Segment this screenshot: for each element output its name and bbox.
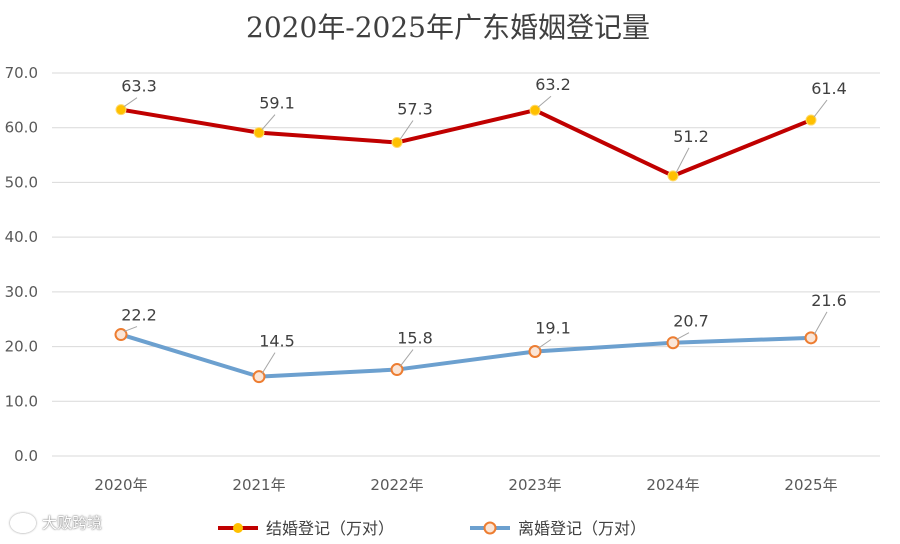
label-leader [399,349,414,367]
data-label: 63.2 [535,75,571,94]
y-tick-label: 30.0 [5,283,38,301]
data-label: 21.6 [811,291,847,310]
label-leader [123,326,138,333]
data-point [115,104,127,116]
data-label: 63.3 [121,77,157,96]
data-point [667,170,679,182]
label-leader [813,99,828,118]
label-leader [537,339,552,349]
data-label: 51.2 [673,127,709,146]
watermark-text: 大败跨境 [42,514,103,532]
y-tick-label: 40.0 [5,228,38,246]
data-point [666,336,680,350]
y-tick-label: 50.0 [5,173,38,191]
legend-marker [483,521,497,535]
data-label: 20.7 [673,312,709,331]
legend: 结婚登记（万对） 离婚登记（万对） [218,519,646,538]
y-tick-label: 20.0 [5,338,38,356]
data-labels: 63.3 59.1 57.3 63.2 51.2 61.4 22.2 14.5 15.8 19.1… [121,75,847,350]
series-layer [114,104,818,384]
data-point [114,328,128,342]
data-point [804,331,818,345]
label-leader [537,95,552,108]
x-tick-label: 2024年 [646,476,699,494]
y-tick-label: 0.0 [14,447,38,465]
legend-label: 离婚登记（万对） [518,519,646,538]
chart-title: 2020年-2025年广东婚姻登记量 [246,11,650,44]
watermark: 大败跨境 [10,512,102,533]
data-label: 22.2 [121,306,157,325]
data-label: 15.8 [397,329,433,348]
gridlines [52,72,880,457]
label-leader [261,114,276,130]
data-point [805,114,817,126]
x-tick-label: 2021年 [232,476,285,494]
data-label: 61.4 [811,79,847,98]
data-label: 57.3 [397,99,433,118]
data-point [252,370,266,384]
label-leaders [123,95,828,374]
x-tick-label: 2022年 [370,476,423,494]
series-line [119,107,813,178]
y-tick-label: 60.0 [5,119,38,137]
label-leader [261,352,276,374]
series-line [119,332,813,379]
x-tick-label: 2020年 [94,476,147,494]
data-point [391,136,403,148]
data-label: 19.1 [535,318,571,337]
legend-marker [233,523,243,533]
x-axis-ticks: 2020年 2021年 2022年 2023年 2024年 2025年 [94,476,837,494]
y-axis-ticks: 0.0 10.0 20.0 30.0 40.0 50.0 60.0 70.0 [5,64,38,465]
label-leader [123,97,138,108]
data-point [390,363,404,377]
data-point [529,104,541,116]
label-leader [675,332,690,341]
data-point [253,127,265,139]
label-leader [399,120,414,140]
x-tick-label: 2023年 [508,476,561,494]
x-tick-label: 2025年 [784,476,837,494]
data-point [528,344,542,358]
y-tick-label: 70.0 [5,64,38,82]
data-label: 59.1 [259,94,295,113]
watermark-logo-icon [10,512,36,533]
data-label: 14.5 [259,332,295,351]
legend-label: 结婚登记（万对） [266,519,394,538]
label-leader [675,147,690,174]
y-tick-label: 10.0 [5,392,38,410]
label-leader [813,311,828,336]
